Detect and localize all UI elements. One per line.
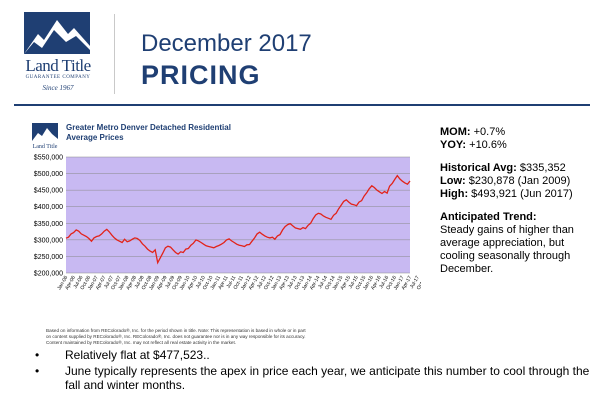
trend-text: Steady gains of higher than average appr… [440,224,574,275]
y-tick-label: $250,000 [34,254,63,261]
summary-bullets: • Relatively flat at $477,523.. • June t… [35,348,595,394]
chart-logo: Land Title [32,123,58,150]
high-stat: High: $493,921 (Jun 2017) [440,188,598,201]
mom-value: +0.7% [473,126,506,138]
plot-area [66,157,410,273]
stats-panel: MOM: +0.7% YOY: +10.6% Historical Avg: $… [440,126,598,276]
x-tick-label: Jul-11 [226,275,238,290]
trend-label: Anticipated Trend: [440,211,598,224]
low-label: Low: [440,175,466,187]
price-chart: Land Title Greater Metro Denver Detached… [18,115,429,355]
bullet-item: • Relatively flat at $477,523.. [35,348,595,362]
x-axis: Jan-06Apr-06Jul-06Oct-06Jan-07Apr-07Jul-… [56,275,428,291]
brand-subtitle: GUARANTEE COMPANY [25,75,91,80]
y-tick-label: $500,000 [34,171,63,178]
mom-stat: MOM: +0.7% [440,126,598,139]
chart-footnote-line-1: Based on information from REColorado®, I… [46,327,306,333]
y-tick-label: $350,000 [34,221,63,228]
bullet-text: June typically represents the apex in pr… [65,364,590,392]
low-value: $230,878 (Jan 2009) [468,175,571,187]
chart-title-line-2: Average Prices [66,133,124,142]
chart-logo-mountain-icon [32,128,58,141]
price-chart-svg: Land Title Greater Metro Denver Detached… [32,123,429,345]
bullet-marker: • [35,348,40,362]
high-label: High: [440,188,469,200]
header-rule [14,104,590,106]
yoy-stat: YOY: +10.6% [440,139,598,152]
mountain-logo-icon [24,12,90,54]
land-title-logo: Land Title GUARANTEE COMPANY Since 1967 [12,8,104,96]
chart-footnote-line-2: on content supplied by REColorado®, Inc.… [46,333,305,339]
bullet-text: Relatively flat at $477,523.. [65,348,210,362]
bullet-item: • June typically represents the apex in … [35,364,595,392]
chart-footnote-line-3: Content maintained by REColorado®, Inc. … [46,339,236,345]
page-title-date: December 2017 [141,30,312,57]
bullet-marker: • [35,364,40,378]
chart-title-line-1: Greater Metro Denver Detached Residentia… [66,123,231,132]
chart-logo-text: Land Title [33,144,58,150]
high-value: $493,921 (Jun 2017) [471,188,573,200]
historical-avg-value: $335,352 [519,162,566,174]
brand-since: Since 1967 [42,84,74,92]
historical-avg-label: Historical Avg: [440,162,517,174]
y-tick-label: $400,000 [34,204,63,211]
series-line [65,174,411,265]
y-tick-label: $550,000 [34,155,63,162]
mom-label: MOM: [440,126,471,138]
yoy-value: +10.6% [469,139,507,151]
y-axis: $200,000 $250,000 $300,000 $350,000 $400,000… [34,155,63,278]
y-tick-label: $200,000 [34,271,63,278]
y-tick-label: $300,000 [34,237,63,244]
grid-lines [66,156,410,274]
y-tick-label: $450,000 [34,188,63,195]
low-stat: Low: $230,878 (Jan 2009) [440,175,598,188]
page-title: PRICING [141,60,261,90]
yoy-label: YOY: [440,139,467,151]
trend-label-text: Anticipated Trend: [440,211,537,223]
header-divider [114,14,115,94]
brand-name: Land Title [25,56,91,75]
historical-avg-stat: Historical Avg: $335,352 [440,162,598,175]
